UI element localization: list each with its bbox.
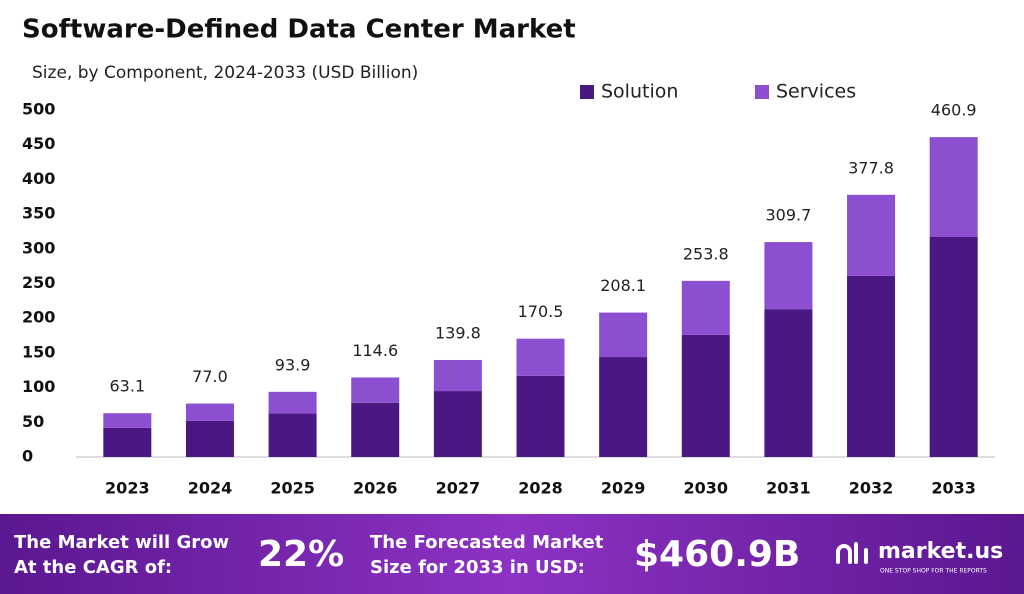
bar-solution	[681, 334, 730, 457]
x-tick-label: 2025	[270, 479, 315, 498]
bar-solution	[599, 357, 648, 457]
chart-subtitle: Size, by Component, 2024-2033 (USD Billi…	[32, 63, 418, 83]
bar-solution	[433, 391, 482, 457]
x-tick-label: 2029	[601, 479, 646, 498]
total-label: 309.7	[766, 206, 812, 225]
y-tick-label: 400	[22, 169, 55, 188]
y-tick-label: 250	[22, 273, 55, 292]
chart-title: Software-Defined Data Center Market	[22, 15, 576, 45]
y-tick-label: 300	[22, 238, 55, 257]
forecast-text: The Forecasted Market	[370, 532, 604, 553]
bar-services	[764, 242, 813, 310]
bar-solution	[185, 420, 234, 457]
y-tick-label: 500	[22, 100, 55, 119]
brand-name: market.us	[878, 539, 1003, 564]
growth-text: The Market will Grow	[14, 532, 229, 553]
bar-solution	[516, 375, 565, 457]
brand-tagline: ONE STOP SHOP FOR THE REPORTS	[880, 568, 987, 575]
x-tick-label: 2028	[518, 479, 563, 498]
bar-solution	[764, 309, 813, 457]
bar-services	[847, 194, 896, 276]
bar-services	[516, 338, 565, 376]
x-tick-label: 2030	[684, 479, 729, 498]
bar-solution	[103, 427, 152, 457]
footer-banner	[0, 514, 1024, 594]
brand-logo	[836, 542, 868, 564]
x-tick-label: 2026	[353, 479, 398, 498]
total-label: 377.8	[848, 158, 894, 177]
x-tick-label: 2032	[849, 479, 894, 498]
bar-services	[185, 403, 234, 421]
total-label: 114.6	[352, 341, 398, 360]
y-tick-label: 200	[22, 308, 55, 327]
bar-services	[599, 312, 648, 358]
x-tick-label: 2023	[105, 479, 150, 498]
cagr-value: 22%	[258, 534, 344, 575]
bar-services	[681, 280, 730, 335]
legend-label: Solution	[601, 81, 678, 103]
total-label: 77.0	[192, 367, 228, 386]
total-label: 139.8	[435, 323, 481, 342]
forecast-value: $460.9B	[634, 534, 800, 575]
y-tick-label: 50	[22, 412, 44, 431]
total-label: 63.1	[110, 377, 146, 396]
y-tick-label: 450	[22, 134, 55, 153]
bar-solution	[847, 275, 896, 457]
forecast-text: Size for 2033 in USD:	[370, 557, 585, 578]
bar-services	[351, 377, 400, 403]
bar-solution	[929, 237, 978, 457]
x-tick-label: 2024	[188, 479, 233, 498]
x-tick-label: 2031	[766, 479, 811, 498]
y-tick-label: 0	[22, 447, 33, 466]
y-tick-label: 100	[22, 377, 55, 396]
y-tick-label: 150	[22, 342, 55, 361]
legend-label: Services	[776, 81, 856, 103]
y-tick-label: 350	[22, 204, 55, 223]
total-label: 460.9	[931, 101, 977, 120]
total-label: 170.5	[518, 302, 564, 321]
total-label: 93.9	[275, 355, 311, 374]
x-tick-label: 2027	[436, 479, 481, 498]
bar-solution	[351, 402, 400, 457]
bar-services	[268, 391, 317, 414]
bar-services	[929, 137, 978, 238]
bar-services	[433, 359, 482, 392]
bar-solution	[268, 413, 317, 457]
legend-swatch	[580, 85, 594, 99]
total-label: 208.1	[600, 276, 646, 295]
legend-swatch	[755, 85, 769, 99]
growth-text: At the CAGR of:	[14, 557, 172, 578]
total-label: 253.8	[683, 244, 729, 263]
x-tick-label: 2033	[931, 479, 976, 498]
bar-services	[103, 413, 152, 428]
